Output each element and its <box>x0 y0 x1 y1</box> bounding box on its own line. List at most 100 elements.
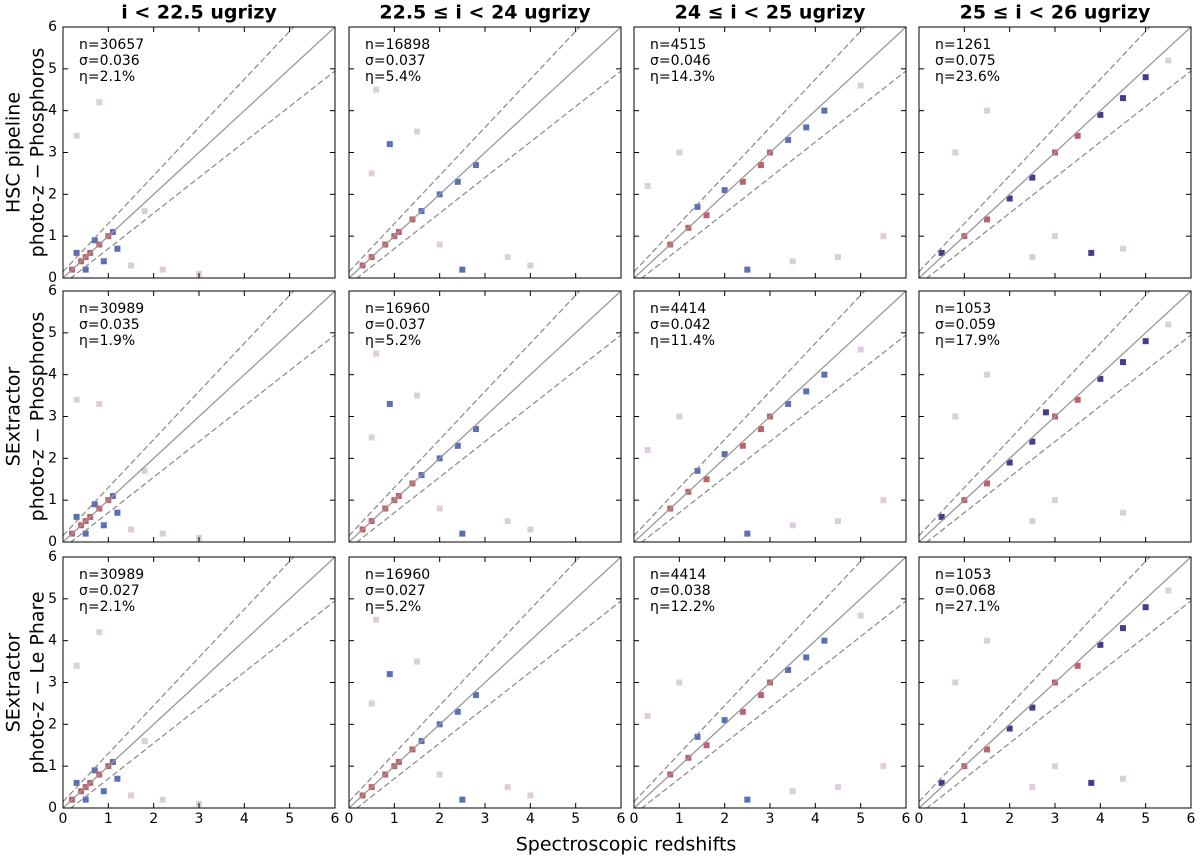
y-tick-label: 2 <box>48 450 57 466</box>
y-tick-label: 6 <box>48 19 57 35</box>
stat-label: σ=0.027 <box>365 583 426 599</box>
y-tick-label: 5 <box>48 61 57 77</box>
hexbin-cell <box>703 476 710 483</box>
stat-label: η=1.9% <box>79 333 135 349</box>
plot-area <box>63 27 335 278</box>
outlier-bound <box>634 27 866 273</box>
outlier-bound <box>356 334 621 542</box>
hexbin-cell <box>785 136 792 143</box>
hexbin-cell <box>368 434 375 441</box>
x-tick-label: 0 <box>630 811 639 827</box>
hexbin-cell <box>128 792 134 799</box>
x-tick-label: 6 <box>902 811 911 827</box>
hexbin-cell <box>82 530 89 537</box>
hexbin-cell <box>73 779 80 786</box>
hexbin-cell <box>1006 195 1013 202</box>
row-label: photo-z − Le Phare <box>27 591 49 773</box>
outlier-bound <box>356 600 621 808</box>
hexbin-cell <box>757 162 764 169</box>
hexbin-cell <box>676 413 683 420</box>
outlier-bound <box>70 334 335 542</box>
hexbin-cell <box>1029 784 1036 791</box>
hexbin-cell <box>785 666 792 673</box>
hexbin-cell <box>984 107 990 114</box>
hexbin-cell <box>1120 625 1126 632</box>
hexbin-cell <box>880 497 887 504</box>
one-to-one-line <box>919 27 1191 278</box>
hexbin-cell <box>1074 396 1081 403</box>
row-label: SExtractor <box>3 367 25 467</box>
hexbin-cell <box>373 616 380 623</box>
hexbin-cell <box>73 132 80 139</box>
hexbin-cell <box>114 509 121 516</box>
hexbin-cell <box>386 400 393 407</box>
hexbin-cell <box>1052 233 1058 240</box>
stat-label: η=14.3% <box>650 69 715 85</box>
stat-label: η=5.2% <box>365 599 421 615</box>
hexbin-cell <box>159 530 166 537</box>
hexbin-cell <box>757 426 764 433</box>
hexbin-cell <box>454 442 461 449</box>
stat-label: η=17.9% <box>935 333 1000 349</box>
outlier-bound <box>641 334 906 542</box>
hexbin-cell <box>744 266 751 273</box>
outlier-bound <box>641 600 906 808</box>
hexbin-cell <box>694 733 701 740</box>
hexbin-cell <box>1142 74 1149 81</box>
hexbin-cell <box>803 124 810 131</box>
hexbin-cell <box>527 792 534 799</box>
hexbin-cell <box>159 266 166 273</box>
hexbin-cell <box>821 107 828 114</box>
hexbin-cell <box>527 526 534 533</box>
plot-area <box>349 291 621 542</box>
hexbin-cell <box>857 82 864 89</box>
x-tick-label: 3 <box>766 811 775 827</box>
hexbin-cell <box>952 679 959 686</box>
y-tick-label: 6 <box>48 549 57 565</box>
outlier-bound <box>634 291 866 537</box>
hexbin-cell <box>1029 254 1036 261</box>
x-tick-label: 2 <box>1005 811 1014 827</box>
stat-label: n=30657 <box>79 37 144 53</box>
one-to-one-line <box>349 27 621 278</box>
plot-area <box>919 291 1191 542</box>
stat-label: n=16960 <box>365 567 430 583</box>
hexbin-cell <box>739 708 746 715</box>
stat-label: n=4515 <box>650 37 706 53</box>
hexbin-cell <box>454 178 461 185</box>
outlier-bound <box>919 291 1151 537</box>
stat-label: σ=0.037 <box>365 53 426 69</box>
stat-label: σ=0.068 <box>935 583 996 599</box>
hexbin-cell <box>694 203 701 210</box>
one-to-one-line <box>634 291 906 542</box>
plot-area <box>919 27 1191 278</box>
hexbin-cell <box>1097 641 1104 648</box>
hexbin-cell <box>373 350 380 357</box>
hexbin-cell <box>100 258 107 265</box>
hexbin-cell <box>472 162 479 169</box>
hexbin-cell <box>880 233 887 240</box>
hexbin-cell <box>73 662 80 669</box>
hexbin-cell <box>938 249 945 256</box>
one-to-one-line <box>63 27 335 278</box>
x-tick-label: 3 <box>481 811 490 827</box>
row-label: photo-z − Phosphoros <box>27 48 49 258</box>
hexbin-cell <box>1120 509 1126 516</box>
hexbin-cell <box>73 396 80 403</box>
stat-label: η=5.2% <box>365 333 421 349</box>
hexbin-cell <box>938 779 945 786</box>
column-title: 25 ≤ i < 26 ugrizy <box>960 2 1151 24</box>
one-to-one-line <box>349 291 621 542</box>
hexbin-cell <box>821 637 828 644</box>
hexbin-cell <box>703 212 710 219</box>
hexbin-cell <box>73 513 80 520</box>
hexbin-cell <box>739 178 746 185</box>
y-tick-label: 4 <box>48 367 57 383</box>
hexbin-cell <box>644 712 651 719</box>
outlier-bound <box>926 600 1191 808</box>
hexbin-cell <box>1052 763 1058 770</box>
y-tick-label: 1 <box>48 492 57 508</box>
hexbin-cell <box>789 788 796 795</box>
y-tick-label: 0 <box>48 534 57 550</box>
y-tick-label: 4 <box>48 633 57 649</box>
